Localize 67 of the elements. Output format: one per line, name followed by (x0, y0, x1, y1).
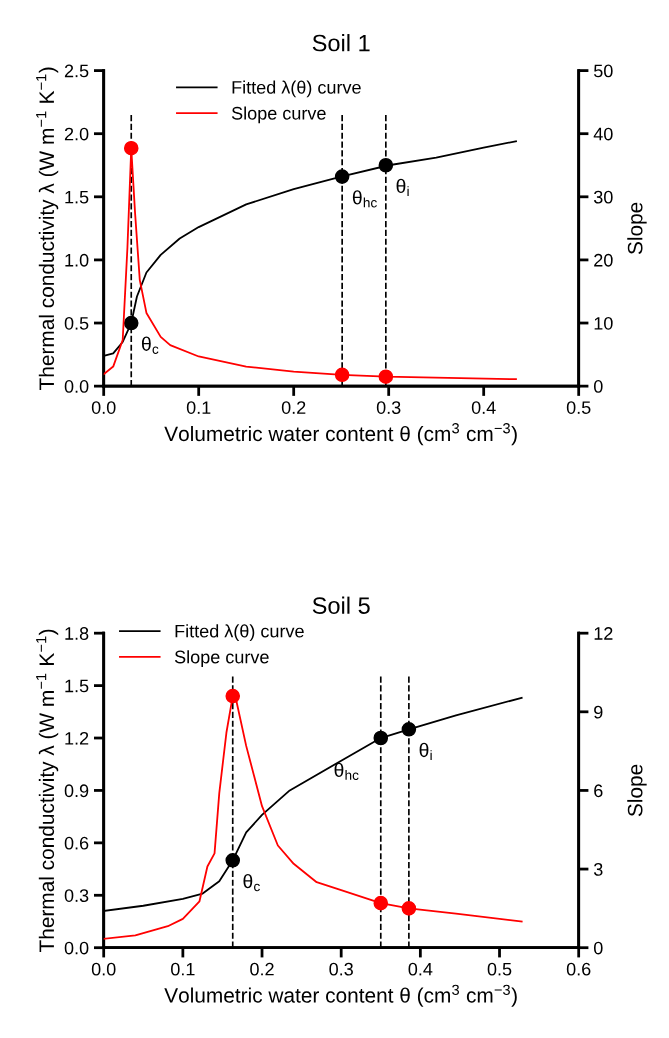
x-axis-title: Volumetric water content θ (cm$^{3}$ cm$^{−3}$) (164, 984, 517, 1007)
y-tick-label: 0.6 (64, 836, 89, 850)
y-axis-title: Thermal conductivity λ (W m$^{−1}$ K$^{−1}$) (36, 67, 59, 390)
point (225, 853, 241, 868)
chart-title: Soil 5 (312, 596, 370, 614)
annotation: θ$_{hc}$ (352, 190, 377, 208)
x-tick-label: 0.2 (250, 962, 274, 976)
point (334, 169, 350, 184)
x-tick-label: 0.4 (471, 401, 496, 414)
y2-axis-title: Slope (627, 764, 647, 817)
y-tick-label: 0.9 (64, 784, 89, 798)
point (225, 688, 241, 704)
x-tick-label: 0.0 (91, 401, 116, 414)
y2-tick-label: 10 (594, 316, 613, 330)
x-tick-label: 0.5 (566, 401, 591, 414)
chart-title: Soil 1 (312, 34, 370, 52)
legend-label: Fitted λ(θ) curve (232, 80, 361, 98)
legend-label: Fitted λ(θ) curve (175, 624, 304, 642)
y-tick-label: 2.5 (64, 64, 89, 78)
y2-tick-label: 3 (593, 863, 603, 876)
x-tick-label: 0.1 (171, 962, 195, 976)
x-axis-title: Volumetric water content θ (cm$^{3}$ cm$^{−3}$) (164, 423, 517, 446)
y2-tick-label: 0 (593, 380, 603, 393)
point (378, 157, 394, 173)
y-axis-title: Thermal conductivity λ (W m$^{−1}$ K$^{−1}$) (36, 629, 59, 953)
y-tick-label: 2.0 (64, 127, 89, 141)
y-tick-label: 0.0 (64, 941, 89, 955)
point (334, 367, 350, 383)
y2-tick-label: 40 (593, 127, 613, 141)
y2-tick-label: 50 (593, 64, 613, 78)
point (378, 369, 394, 384)
y-tick-label: 0.5 (64, 316, 89, 330)
annotation: θ$_{c}$ (141, 336, 159, 354)
x-tick-label: 0.3 (376, 401, 401, 414)
point (373, 895, 389, 911)
annotation: θ$_{c}$ (243, 873, 260, 892)
y-tick-label: 1.5 (65, 190, 89, 204)
y-tick-label: 1.0 (65, 253, 89, 267)
y-tick-label: 1.2 (65, 731, 89, 745)
y2-tick-label: 12 (594, 627, 613, 640)
point (373, 730, 389, 746)
legend-label: Slope curve (174, 650, 269, 667)
x-tick-label: 0.3 (329, 962, 353, 976)
y-tick-label: 0.0 (64, 380, 89, 393)
y2-tick-label: 9 (594, 705, 603, 719)
point (123, 140, 139, 156)
annotation: θ$_{i}$ (396, 178, 409, 196)
annotation: θ$_{i}$ (419, 742, 432, 761)
annotation: θ$_{hc}$ (334, 762, 359, 781)
y2-tick-label: 30 (593, 190, 613, 204)
y-tick-label: 0.3 (64, 889, 89, 902)
x-tick-label: 0.5 (487, 962, 512, 976)
y-tick-label: 1.8 (65, 627, 89, 640)
point (401, 721, 417, 737)
y2-tick-label: 20 (594, 253, 613, 267)
legend-label: Slope curve (231, 106, 326, 124)
x-tick-label: 0.0 (91, 962, 116, 976)
y2-tick-label: 0 (593, 941, 603, 955)
y-tick-label: 1.5 (65, 679, 89, 693)
y2-axis-title: Slope (627, 202, 647, 255)
point (401, 901, 417, 916)
x-tick-label: 0.2 (281, 401, 306, 414)
x-tick-label: 0.6 (566, 962, 591, 976)
point (123, 315, 139, 331)
x-tick-label: 0.1 (186, 401, 211, 414)
x-tick-label: 0.4 (408, 962, 433, 976)
y2-tick-label: 6 (594, 784, 603, 798)
